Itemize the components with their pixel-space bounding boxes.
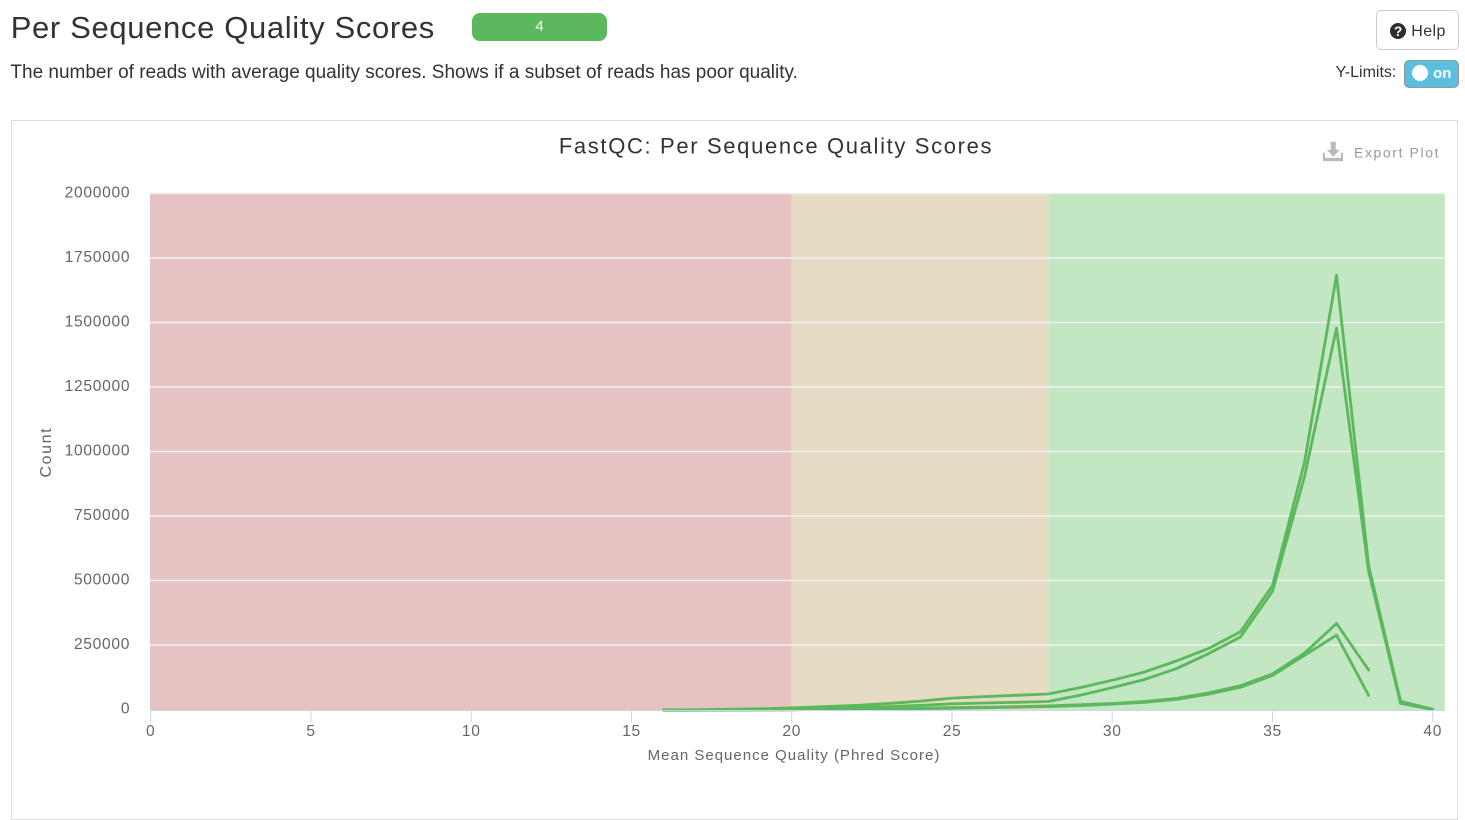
svg-text:15: 15	[622, 723, 641, 740]
svg-text:10: 10	[462, 723, 481, 740]
svg-text:25: 25	[943, 723, 962, 740]
svg-text:40: 40	[1423, 723, 1442, 740]
svg-text:0: 0	[146, 723, 155, 740]
svg-text:2000000: 2000000	[65, 185, 131, 202]
svg-text:1500000: 1500000	[65, 314, 131, 331]
svg-text:1750000: 1750000	[65, 249, 131, 266]
svg-text:0: 0	[121, 701, 130, 718]
svg-text:?: ?	[1394, 24, 1402, 39]
svg-text:30: 30	[1103, 723, 1122, 740]
svg-text:35: 35	[1263, 723, 1282, 740]
svg-text:Count: Count	[38, 427, 55, 478]
svg-text:1000000: 1000000	[65, 443, 131, 460]
svg-text:1250000: 1250000	[65, 378, 131, 395]
svg-text:Export Plot: Export Plot	[1354, 145, 1440, 161]
svg-text:500000: 500000	[74, 572, 130, 589]
svg-text:FastQC: Per Sequence Quality S: FastQC: Per Sequence Quality Scores	[559, 133, 993, 158]
svg-text:Mean Sequence Quality (Phred S: Mean Sequence Quality (Phred Score)	[648, 747, 941, 764]
svg-text:20: 20	[782, 723, 801, 740]
svg-text:750000: 750000	[74, 507, 130, 524]
svg-text:250000: 250000	[74, 636, 130, 653]
svg-text:5: 5	[306, 723, 315, 740]
